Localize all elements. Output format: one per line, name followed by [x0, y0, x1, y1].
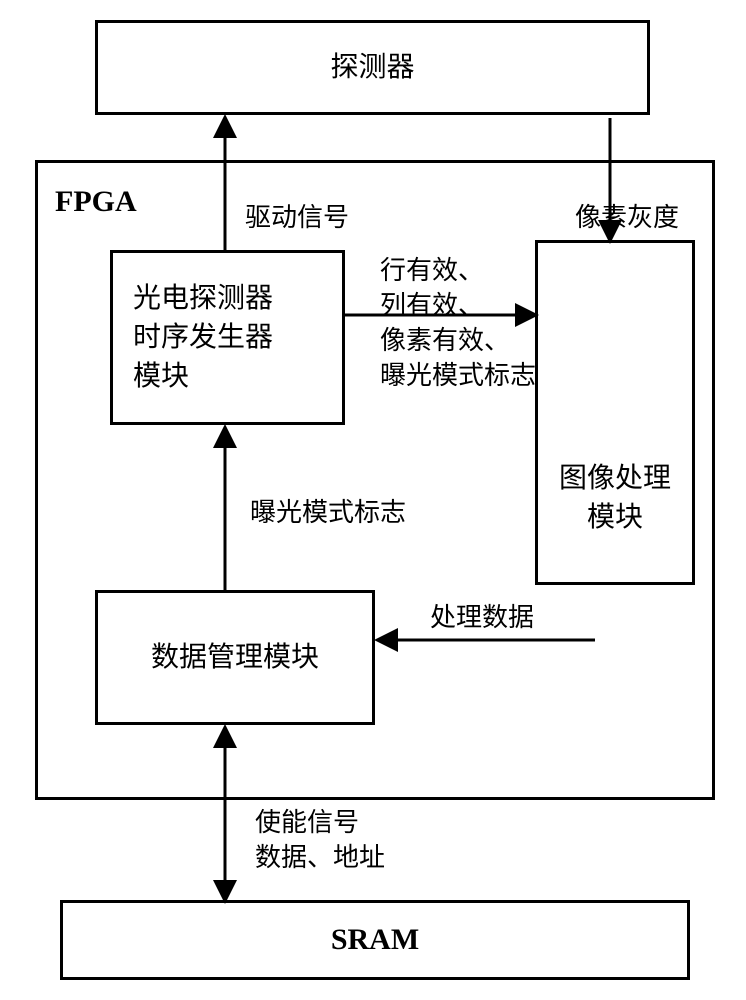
timing-label: 光电探测器 时序发生器 模块: [113, 279, 342, 397]
datamgr-box: 数据管理模块: [95, 590, 375, 725]
image-label: 图像处理 模块: [559, 459, 671, 537]
edge-expflag-label: 曝光模式标志: [250, 495, 406, 530]
timing-box: 光电探测器 时序发生器 模块: [110, 250, 345, 425]
edge-sram-io-label: 使能信号 数据、地址: [255, 805, 385, 875]
edge-valid-label: 行有效、 列有效、 像素有效、 曝光模式标志: [380, 253, 536, 393]
sram-box: SRAM: [60, 900, 690, 980]
image-box: 图像处理 模块: [535, 240, 695, 585]
edge-procdata-label: 处理数据: [430, 600, 534, 635]
fpga-label: FPGA: [55, 185, 137, 219]
detector-box: 探测器: [95, 20, 650, 115]
sram-label: SRAM: [331, 919, 419, 961]
detector-label: 探测器: [330, 48, 414, 87]
edge-pixel-label: 像素灰度: [575, 200, 679, 235]
datamgr-label: 数据管理模块: [151, 638, 319, 677]
edge-drive-label: 驱动信号: [245, 200, 349, 235]
diagram-canvas: 探测器 FPGA 光电探测器 时序发生器 模块 图像处理 模块 数据管理模块 S…: [0, 0, 746, 1000]
